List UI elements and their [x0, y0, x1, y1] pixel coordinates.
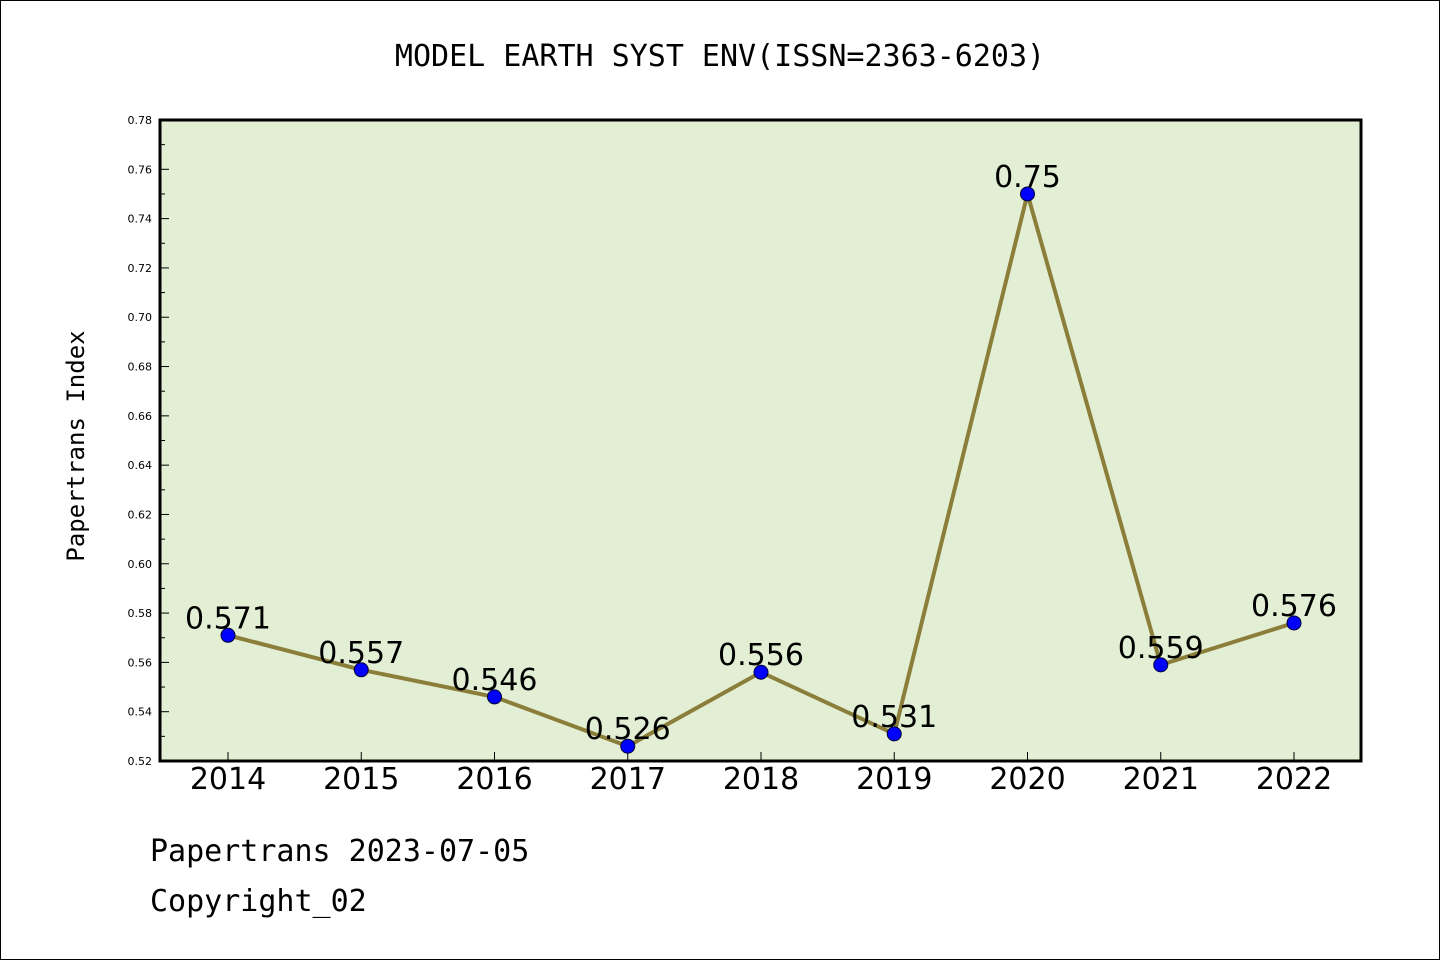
- data-label: 0.556: [718, 638, 804, 673]
- data-point: [1153, 657, 1169, 673]
- y-tick-label: 0.54: [128, 706, 153, 719]
- y-tick-label: 0.68: [128, 361, 153, 374]
- data-markers: [220, 186, 1302, 754]
- x-tick-label: 2018: [723, 762, 799, 797]
- footer-copyright: Copyright_02: [150, 884, 367, 919]
- y-tick-label: 0.74: [128, 213, 153, 226]
- data-label: 0.531: [851, 700, 937, 735]
- data-point: [886, 726, 902, 742]
- x-tick-label: 2020: [989, 762, 1065, 797]
- data-label: 0.526: [585, 712, 671, 747]
- y-tick-label: 0.76: [128, 163, 153, 176]
- x-tick-label: 2016: [456, 762, 532, 797]
- y-tick-label: 0.52: [128, 755, 153, 768]
- data-label: 0.75: [994, 160, 1061, 195]
- y-tick-label: 0.72: [128, 262, 153, 275]
- x-tick-label: 2014: [190, 762, 266, 797]
- data-point: [220, 627, 236, 643]
- y-tick-label: 0.56: [128, 656, 153, 669]
- x-axis: 2014 2015 2016 2017 2018 2019 2020 2021 2022: [190, 752, 1332, 797]
- data-label: 0.546: [452, 663, 538, 698]
- data-point: [753, 664, 769, 680]
- chart-title: MODEL EARTH SYST ENV(ISSN=2363-6203): [395, 39, 1045, 74]
- data-label: 0.557: [318, 636, 404, 671]
- y-axis: 0.52 0.54 0.56 0.58 0.60 0.62 0.64 0.66 0.68 0.70…: [128, 114, 169, 768]
- y-tick-label: 0.58: [128, 607, 153, 620]
- y-tick-label: 0.78: [128, 114, 153, 127]
- data-point: [487, 689, 502, 705]
- data-point: [620, 738, 636, 754]
- data-labels: 0.571 0.557 0.546 0.526 0.556 0.531 0.75 0.559 0…: [185, 160, 1337, 747]
- y-tick-label: 0.62: [128, 508, 153, 521]
- x-tick-label: 2021: [1123, 762, 1199, 797]
- x-tick-label: 2015: [323, 762, 399, 797]
- x-tick-label: 2019: [856, 762, 932, 797]
- y-tick-label: 0.70: [128, 311, 153, 324]
- y-tick-label: 0.66: [128, 410, 153, 423]
- plot-border: [158, 118, 1363, 763]
- y-tick-label: 0.60: [128, 558, 153, 571]
- footer-date: Papertrans 2023-07-05: [150, 834, 530, 869]
- y-tick-label: 0.64: [128, 459, 153, 472]
- data-label: 0.576: [1251, 589, 1337, 624]
- y-axis-label: Papertrans Index: [62, 330, 90, 561]
- data-point: [1020, 186, 1035, 202]
- data-point: [1286, 615, 1302, 631]
- data-label: 0.559: [1118, 631, 1204, 666]
- data-point: [353, 662, 369, 678]
- plot-area: [160, 120, 1361, 761]
- x-tick-label: 2022: [1256, 762, 1332, 797]
- data-label: 0.571: [185, 601, 271, 636]
- x-tick-label: 2017: [590, 762, 666, 797]
